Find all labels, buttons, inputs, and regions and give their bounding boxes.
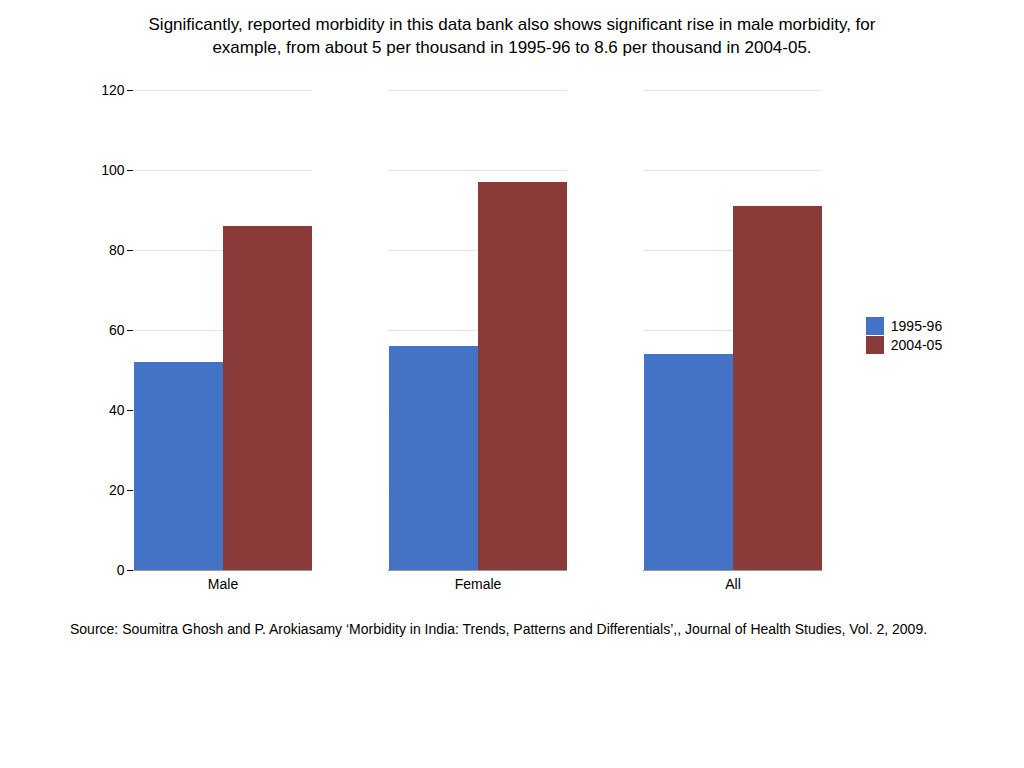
html-text:2004-05: 2004-05 — [890, 337, 943, 354]
html-text:Source: Soumitra Ghosh and P.: Source: Soumitra Ghosh and P. Arokiasamy… — [70, 620, 928, 637]
html-text:Significantly, reported morbid: Significantly, reported morbidity in thi… — [148, 15, 876, 34]
svg-text:0: 0 — [117, 562, 125, 578]
svg-text:60: 60 — [109, 322, 125, 338]
svg-text:80: 80 — [109, 242, 125, 258]
svg-text:Male: Male — [208, 576, 239, 592]
svg-text:Female: Female — [454, 576, 501, 592]
svg-text:120: 120 — [101, 82, 125, 98]
svg-text:40: 40 — [109, 402, 125, 418]
svg-text:All: All — [725, 576, 741, 592]
svg-text:20: 20 — [109, 482, 125, 498]
html-text:example, from about 5 per thou: example, from about 5 per thousand in 19… — [212, 37, 812, 57]
html-text:1995-96: 1995-96 — [890, 318, 943, 335]
svg-text:100: 100 — [101, 162, 125, 178]
